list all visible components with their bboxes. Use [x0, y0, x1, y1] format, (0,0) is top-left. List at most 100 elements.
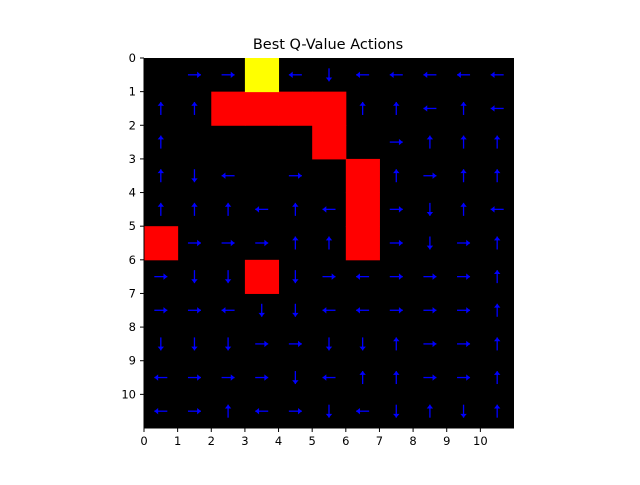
action-arrow	[292, 202, 299, 216]
action-arrow	[490, 71, 504, 79]
obstacle-cell	[312, 91, 347, 126]
action-arrow	[389, 206, 403, 213]
action-arrow	[423, 71, 437, 79]
action-arrow	[457, 307, 471, 314]
obstacle-cell	[144, 226, 179, 261]
action-arrow	[288, 340, 302, 348]
action-arrow	[325, 404, 333, 418]
action-arrow	[322, 206, 336, 213]
goal-cell	[244, 58, 280, 93]
action-arrow	[389, 138, 403, 146]
x-tick-label: 3	[241, 434, 248, 448]
action-arrow	[493, 303, 501, 317]
y-tick-label: 9	[129, 354, 136, 368]
action-arrow	[325, 337, 333, 351]
x-tick-label: 4	[275, 434, 282, 448]
action-arrow	[157, 337, 165, 351]
obstacle-cell	[244, 259, 280, 294]
action-arrow	[393, 337, 400, 351]
action-arrow	[493, 404, 501, 418]
action-arrow	[288, 407, 302, 415]
action-arrow	[493, 337, 501, 351]
x-tick-label: 2	[208, 434, 215, 448]
action-arrow	[359, 337, 366, 351]
action-arrow	[393, 169, 400, 183]
action-arrow	[423, 273, 437, 280]
action-arrow	[423, 340, 437, 348]
action-arrow	[292, 303, 299, 317]
action-arrow	[221, 239, 235, 247]
action-arrow	[460, 404, 467, 418]
action-arrow	[154, 374, 168, 381]
y-tick-label: 1	[129, 85, 136, 99]
chart-marks	[144, 58, 504, 418]
action-arrow	[191, 202, 198, 216]
action-arrow	[187, 239, 201, 247]
action-arrow	[154, 307, 168, 314]
action-arrow	[356, 307, 370, 314]
action-arrow	[258, 303, 265, 317]
action-arrow	[288, 71, 302, 79]
obstacle-cell	[345, 192, 380, 227]
action-arrow	[423, 172, 437, 179]
action-arrow	[359, 371, 366, 385]
action-arrow	[493, 236, 501, 250]
action-arrow	[493, 270, 501, 284]
action-arrow	[457, 374, 471, 381]
action-arrow	[460, 169, 467, 183]
action-arrow	[426, 202, 434, 216]
action-arrow	[322, 307, 336, 314]
action-arrow	[224, 270, 232, 284]
action-arrow	[389, 239, 403, 247]
action-arrow	[389, 71, 403, 79]
action-arrow	[157, 101, 165, 115]
chart-title: Best Q-Value Actions	[253, 37, 403, 53]
action-arrow	[292, 236, 299, 250]
action-arrow	[423, 307, 437, 314]
action-arrow	[426, 236, 434, 250]
y-tick-label: 0	[129, 51, 136, 65]
action-arrow	[359, 101, 366, 115]
action-arrow	[187, 407, 201, 415]
action-arrow	[325, 236, 333, 250]
action-arrow	[224, 337, 232, 351]
action-arrow	[187, 71, 201, 79]
action-arrow	[255, 407, 269, 415]
y-tick-label: 10	[121, 387, 136, 401]
action-arrow	[157, 135, 165, 149]
action-arrow	[221, 172, 235, 179]
x-tick-label: 7	[376, 434, 383, 448]
action-arrow	[460, 135, 467, 149]
action-arrow	[389, 307, 403, 314]
action-arrow	[493, 169, 501, 183]
action-arrow	[191, 169, 198, 183]
x-tick-label: 6	[342, 434, 349, 448]
action-arrow	[426, 404, 434, 418]
action-arrow	[154, 273, 168, 280]
action-arrow	[423, 374, 437, 381]
obstacle-cell	[278, 91, 313, 126]
y-tick-label: 2	[129, 118, 136, 132]
action-arrow	[322, 273, 336, 280]
action-arrow	[322, 374, 336, 381]
action-arrow	[426, 135, 434, 149]
x-tick-label: 5	[309, 434, 316, 448]
action-arrow	[393, 371, 400, 385]
action-arrow	[393, 404, 400, 418]
action-arrow	[154, 407, 168, 415]
obstacle-cell	[244, 91, 280, 126]
action-arrow	[457, 71, 471, 79]
obstacle-cell	[211, 91, 246, 126]
x-tick-label: 9	[443, 434, 450, 448]
action-arrow	[191, 270, 198, 284]
action-arrow	[224, 404, 232, 418]
action-arrow	[224, 202, 232, 216]
y-tick-label: 6	[129, 253, 136, 267]
action-arrow	[493, 135, 501, 149]
action-arrow	[356, 273, 370, 280]
action-arrow	[490, 206, 504, 213]
action-arrow	[356, 71, 370, 79]
action-arrow	[393, 101, 400, 115]
obstacle-cell	[312, 125, 347, 160]
